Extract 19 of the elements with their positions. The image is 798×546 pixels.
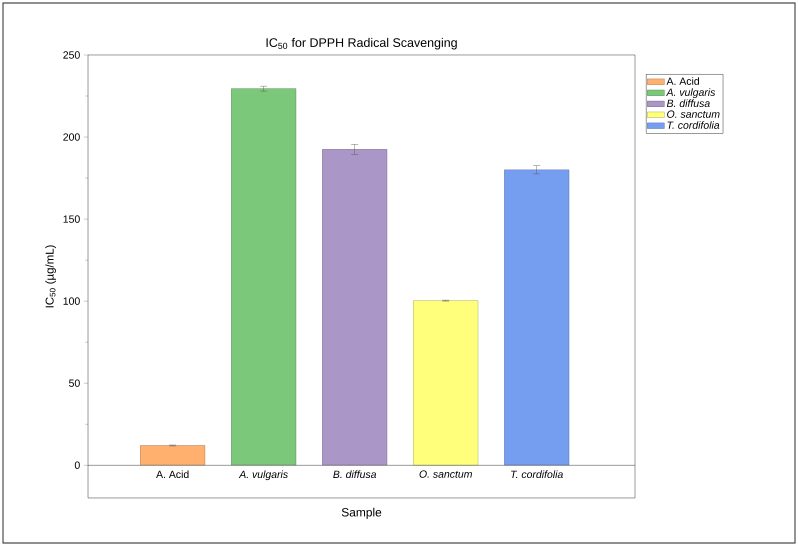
chart-title: IC$_{50}$ for DPPH Radical Scavenging	[266, 38, 457, 50]
legend-label: T. cordifolia	[667, 121, 720, 129]
y-tick-label: 250	[63, 51, 80, 59]
x-tick-label: O. sanctum	[420, 470, 472, 478]
x-axis-title: Sample	[342, 508, 382, 519]
legend-label: A. Acid	[666, 77, 699, 85]
legend-label: A. vulgaris	[666, 88, 716, 98]
y-tick-label: 100	[64, 297, 80, 305]
x-tick-label: T. cordifolia	[511, 470, 563, 478]
x-tick-label: A. vulgaris	[238, 470, 288, 480]
x-tick-label: A. Acid	[156, 470, 189, 478]
legend-label: B. diffusa	[666, 99, 710, 108]
x-tick-label: B. diffusa	[333, 470, 376, 478]
y-axis-title: IC$_{50}$ (µg/mL)	[45, 245, 56, 308]
y-tick-label: 150	[64, 215, 80, 223]
y-tick-label: 0	[74, 461, 80, 469]
y-tick-label: 50	[69, 379, 80, 387]
y-tick-label: 200	[63, 133, 80, 141]
legend-label: O. sanctum	[667, 110, 720, 118]
